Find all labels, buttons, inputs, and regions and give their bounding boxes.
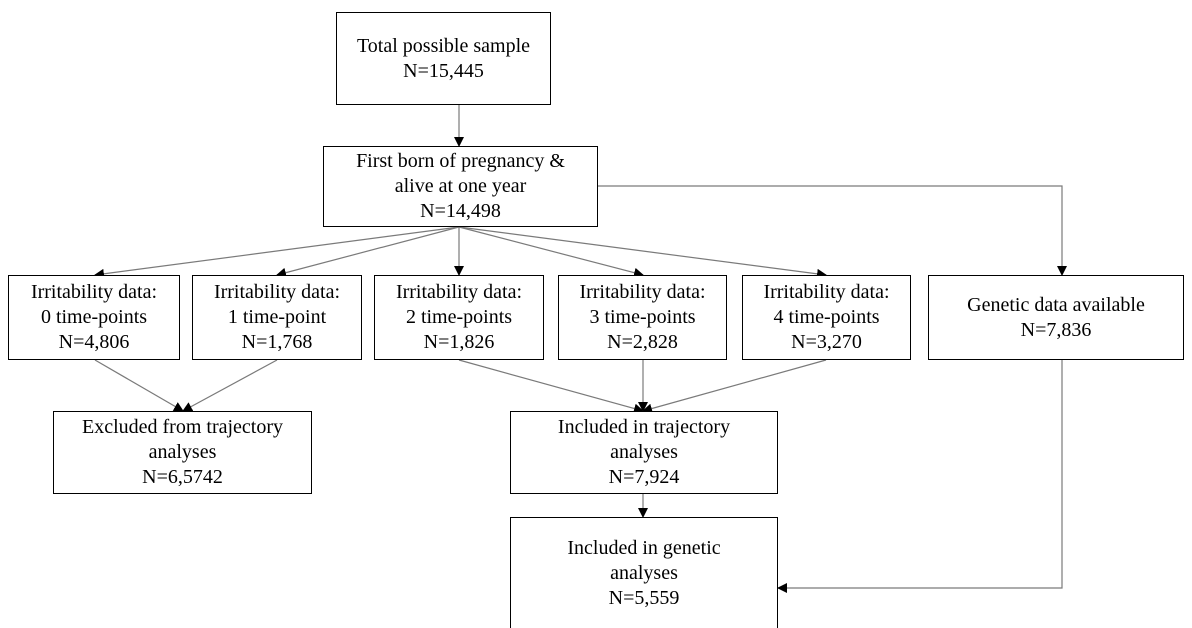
node: Excluded from trajectory analyses N=6,57… [53,411,312,494]
node-text: analyses [610,561,678,584]
node: Irritability data: 0 time-points N=4,806 [8,275,180,360]
node-text: N=14,498 [420,200,501,222]
node-text: Genetic data available [967,293,1145,316]
node-text: Irritability data: [763,281,890,303]
node: Irritability data: 1 time-point N=1,768 [192,275,362,360]
node: First born of pregnancy & alive at one y… [323,146,598,227]
arrow [642,359,827,414]
node-text: Excluded from trajectory [81,416,284,438]
node: Included in genetic analyses N=5,559 [510,517,778,628]
node-text: 0 time-points [40,306,148,328]
arrow [182,359,278,412]
arrow [777,360,1063,593]
node-text: First born of pregnancy & [356,150,565,172]
node-text: N=3,270 [791,331,862,353]
node: Irritability data: 4 time-points N=3,270 [742,275,911,360]
arrow [458,226,644,278]
node: Genetic data available N=7,836 [928,275,1184,360]
node-text: N=7,924 [608,466,680,488]
node-text: Irritability data: [579,281,706,303]
node-text: 1 time-point [227,306,327,328]
node-text: 3 time-points [589,306,696,328]
arrow [598,185,1067,276]
node-text: alive at one year [394,175,527,197]
node-text: Included in trajectory [557,416,731,438]
node: Irritability data: 3 time-points N=2,828 [558,275,727,360]
node: Total possible sample N=15,445 [336,12,551,105]
node-text: Irritability data: [30,281,158,303]
arrow [94,226,460,279]
arrow [94,359,184,412]
node-text: Included in genetic [567,536,721,559]
node-text: 4 time-points [773,306,880,328]
node-text: N=4,806 [58,331,130,353]
node-text: N=1,768 [241,331,313,353]
arrow [458,359,644,414]
node-text: Irritability data: [395,281,523,303]
node-text: N=1,826 [423,331,495,353]
node-text: N=2,828 [607,331,678,353]
arrow [458,226,827,279]
node-text: N=7,836 [1020,318,1092,341]
node-text: Irritability data: [213,281,341,303]
node-text: N=5,559 [608,586,680,609]
node-text: N=15,445 [403,59,484,82]
node-text: N=6,5742 [142,466,223,488]
node: Included in trajectory analyses N=7,924 [510,411,778,494]
node-text: analyses [610,441,678,463]
node-text: Total possible sample [356,34,531,57]
node-text: analyses [148,441,217,463]
node: Irritability data: 2 time-points N=1,826 [374,275,544,360]
node-text: 2 time-points [405,306,513,328]
arrow [276,226,460,278]
